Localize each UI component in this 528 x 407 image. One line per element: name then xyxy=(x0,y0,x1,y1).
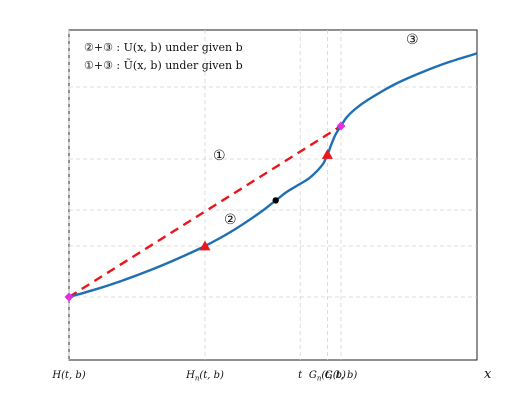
region-label-1: ① xyxy=(213,148,226,164)
plot-area xyxy=(68,29,478,361)
region-label-2: ② xyxy=(224,212,237,228)
x-axis-label: x xyxy=(484,367,492,382)
utility-curve xyxy=(68,52,478,299)
x-tick-label-0: H(t, b) xyxy=(51,370,85,381)
x-tick-label-1: Hn(t, b) xyxy=(185,370,224,383)
diamond-marker-1 xyxy=(336,121,346,131)
horizontal-gridlines xyxy=(69,86,477,298)
legend-entry-2: ①+③ : Ũ(x, b) under given b xyxy=(84,58,243,72)
vertical-gridlines xyxy=(68,30,342,360)
legend-entry-1: ②+③ : U(x, b) under given b xyxy=(84,41,243,54)
markers xyxy=(64,121,346,302)
point-marker-0 xyxy=(272,197,279,204)
x-tick-label-4: G(t, b) xyxy=(325,370,358,381)
chord-dashed-line xyxy=(68,124,342,299)
x-tick-label-2: t xyxy=(298,370,303,381)
triangle-marker-1 xyxy=(321,149,333,159)
triangle-marker-0 xyxy=(199,240,211,251)
x-tick-labels: H(t, b) Hn(t, b) t Gn(t, b)G(t, b) xyxy=(51,370,357,383)
legend: ②+③ : U(x, b) under given b ①+③ : Ũ(x, b… xyxy=(84,41,243,72)
diamond-marker-0 xyxy=(64,292,74,302)
region-label-3: ③ xyxy=(406,32,419,48)
